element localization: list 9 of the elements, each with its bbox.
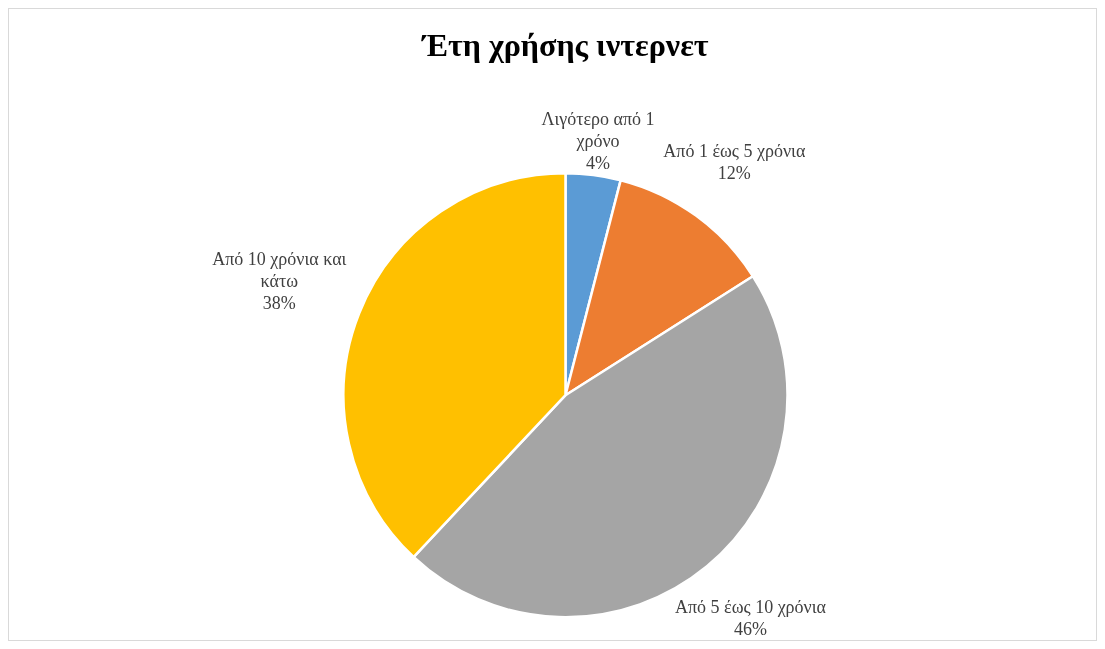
slice-label: Από 5 έως 10 χρόνια: [675, 596, 827, 617]
data-label: 46%: [734, 618, 768, 639]
data-label: 4%: [586, 153, 611, 174]
slice-label: Από 10 χρόνια και κάτω: [212, 248, 347, 291]
slice-label: Από 1 έως 5 χρόνια: [663, 140, 806, 161]
data-label: 12%: [717, 162, 751, 183]
chart-title: Έτη χρήσης ιντερνετ: [420, 27, 709, 64]
data-label: 38%: [262, 292, 296, 313]
slice-label: Λιγότερο από 1 χρόνο: [541, 109, 655, 152]
